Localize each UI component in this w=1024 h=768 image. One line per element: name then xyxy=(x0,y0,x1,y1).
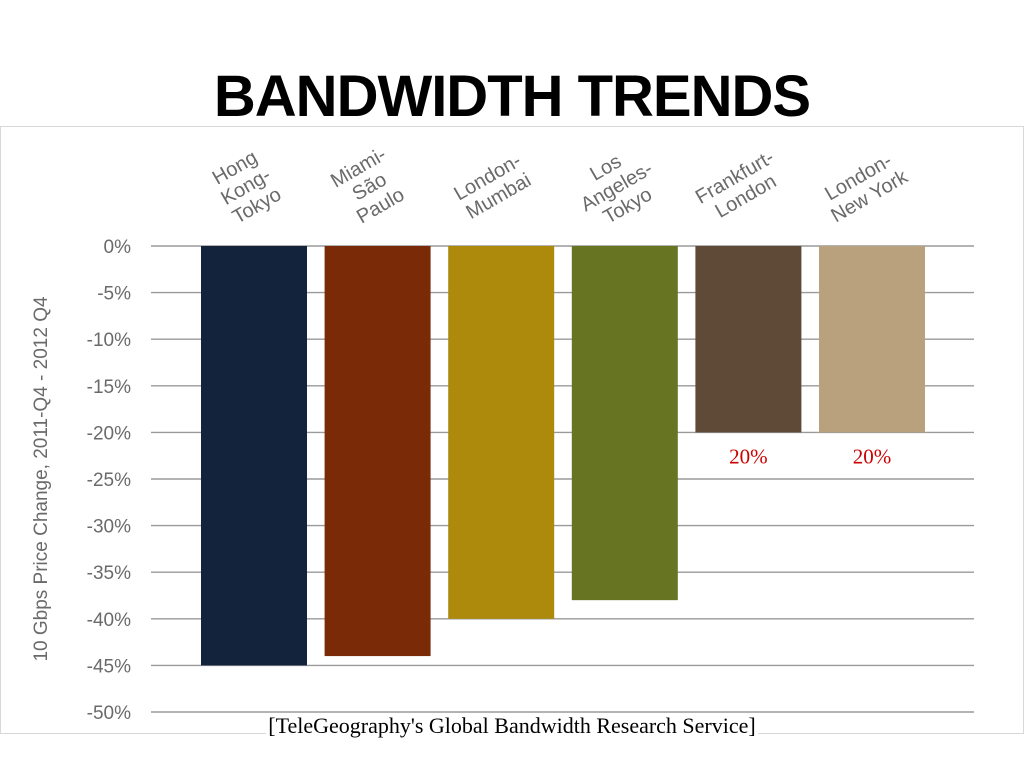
svg-text:London-Mumbai: London-Mumbai xyxy=(450,150,536,225)
svg-text:London-New York: London-New York xyxy=(816,146,912,227)
x-category-label: LosAngeles-Tokyo xyxy=(566,139,667,236)
y-tick-label: -15% xyxy=(87,377,131,398)
x-category-label: HongKong-Tokyo xyxy=(206,145,285,229)
bar-annotation: 20% xyxy=(853,444,892,468)
y-tick-label: -25% xyxy=(87,470,131,491)
svg-text:Miami-SãoPaulo: Miami-SãoPaulo xyxy=(327,143,412,230)
source-text: [TeleGeography's Global Bandwidth Resear… xyxy=(266,713,758,738)
bar xyxy=(448,246,555,619)
svg-text:Frankfurt-London: Frankfurt-London xyxy=(692,146,789,227)
svg-text:HongKong-Tokyo: HongKong-Tokyo xyxy=(206,145,285,229)
bar-annotation: 20% xyxy=(729,444,768,468)
y-tick-label: -45% xyxy=(87,656,131,677)
slide-title: BANDWIDTH TRENDS xyxy=(213,64,811,129)
chart-canvas: 0% -5% -10% -15% -20% -25% -30% -35% -40% -45% -50… xyxy=(31,139,974,724)
bar xyxy=(324,246,431,657)
x-category-label: London-New York xyxy=(816,146,912,228)
bar xyxy=(571,246,678,601)
y-tick-label: -5% xyxy=(97,284,131,305)
bar xyxy=(201,246,307,666)
y-tick-label: -35% xyxy=(87,563,131,584)
bar-chart: 0% -5% -10% -15% -20% -25% -30% -35% -40% -45% -50… xyxy=(0,126,1024,734)
source-citation: [TeleGeography's Global Bandwidth Resear… xyxy=(0,713,1024,739)
y-tick-label: -10% xyxy=(87,330,131,351)
svg-text:LosAngeles-Tokyo: LosAngeles-Tokyo xyxy=(566,139,667,236)
x-category-label: London-Mumbai xyxy=(450,150,536,225)
y-tick-label: 0% xyxy=(104,237,132,258)
y-tick-label: -50% xyxy=(87,703,131,724)
y-axis-label: 10 Gbps Price Change, 2011-Q4 - 2012 Q4 xyxy=(31,296,52,662)
x-category-label: Miami-SãoPaulo xyxy=(327,143,412,230)
y-tick-label: -20% xyxy=(87,423,131,444)
bar xyxy=(819,246,925,433)
x-category-label: Frankfurt-London xyxy=(692,146,789,227)
y-tick-label: -30% xyxy=(87,517,131,538)
bar xyxy=(695,246,802,433)
y-tick-label: -40% xyxy=(87,610,131,631)
